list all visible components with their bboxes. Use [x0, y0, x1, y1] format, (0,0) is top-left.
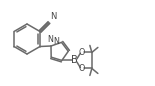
- Text: B: B: [71, 55, 78, 65]
- Text: N: N: [53, 37, 59, 46]
- Text: N: N: [50, 12, 56, 21]
- Text: N: N: [48, 35, 53, 44]
- Text: O: O: [79, 48, 85, 57]
- Text: O: O: [79, 64, 85, 73]
